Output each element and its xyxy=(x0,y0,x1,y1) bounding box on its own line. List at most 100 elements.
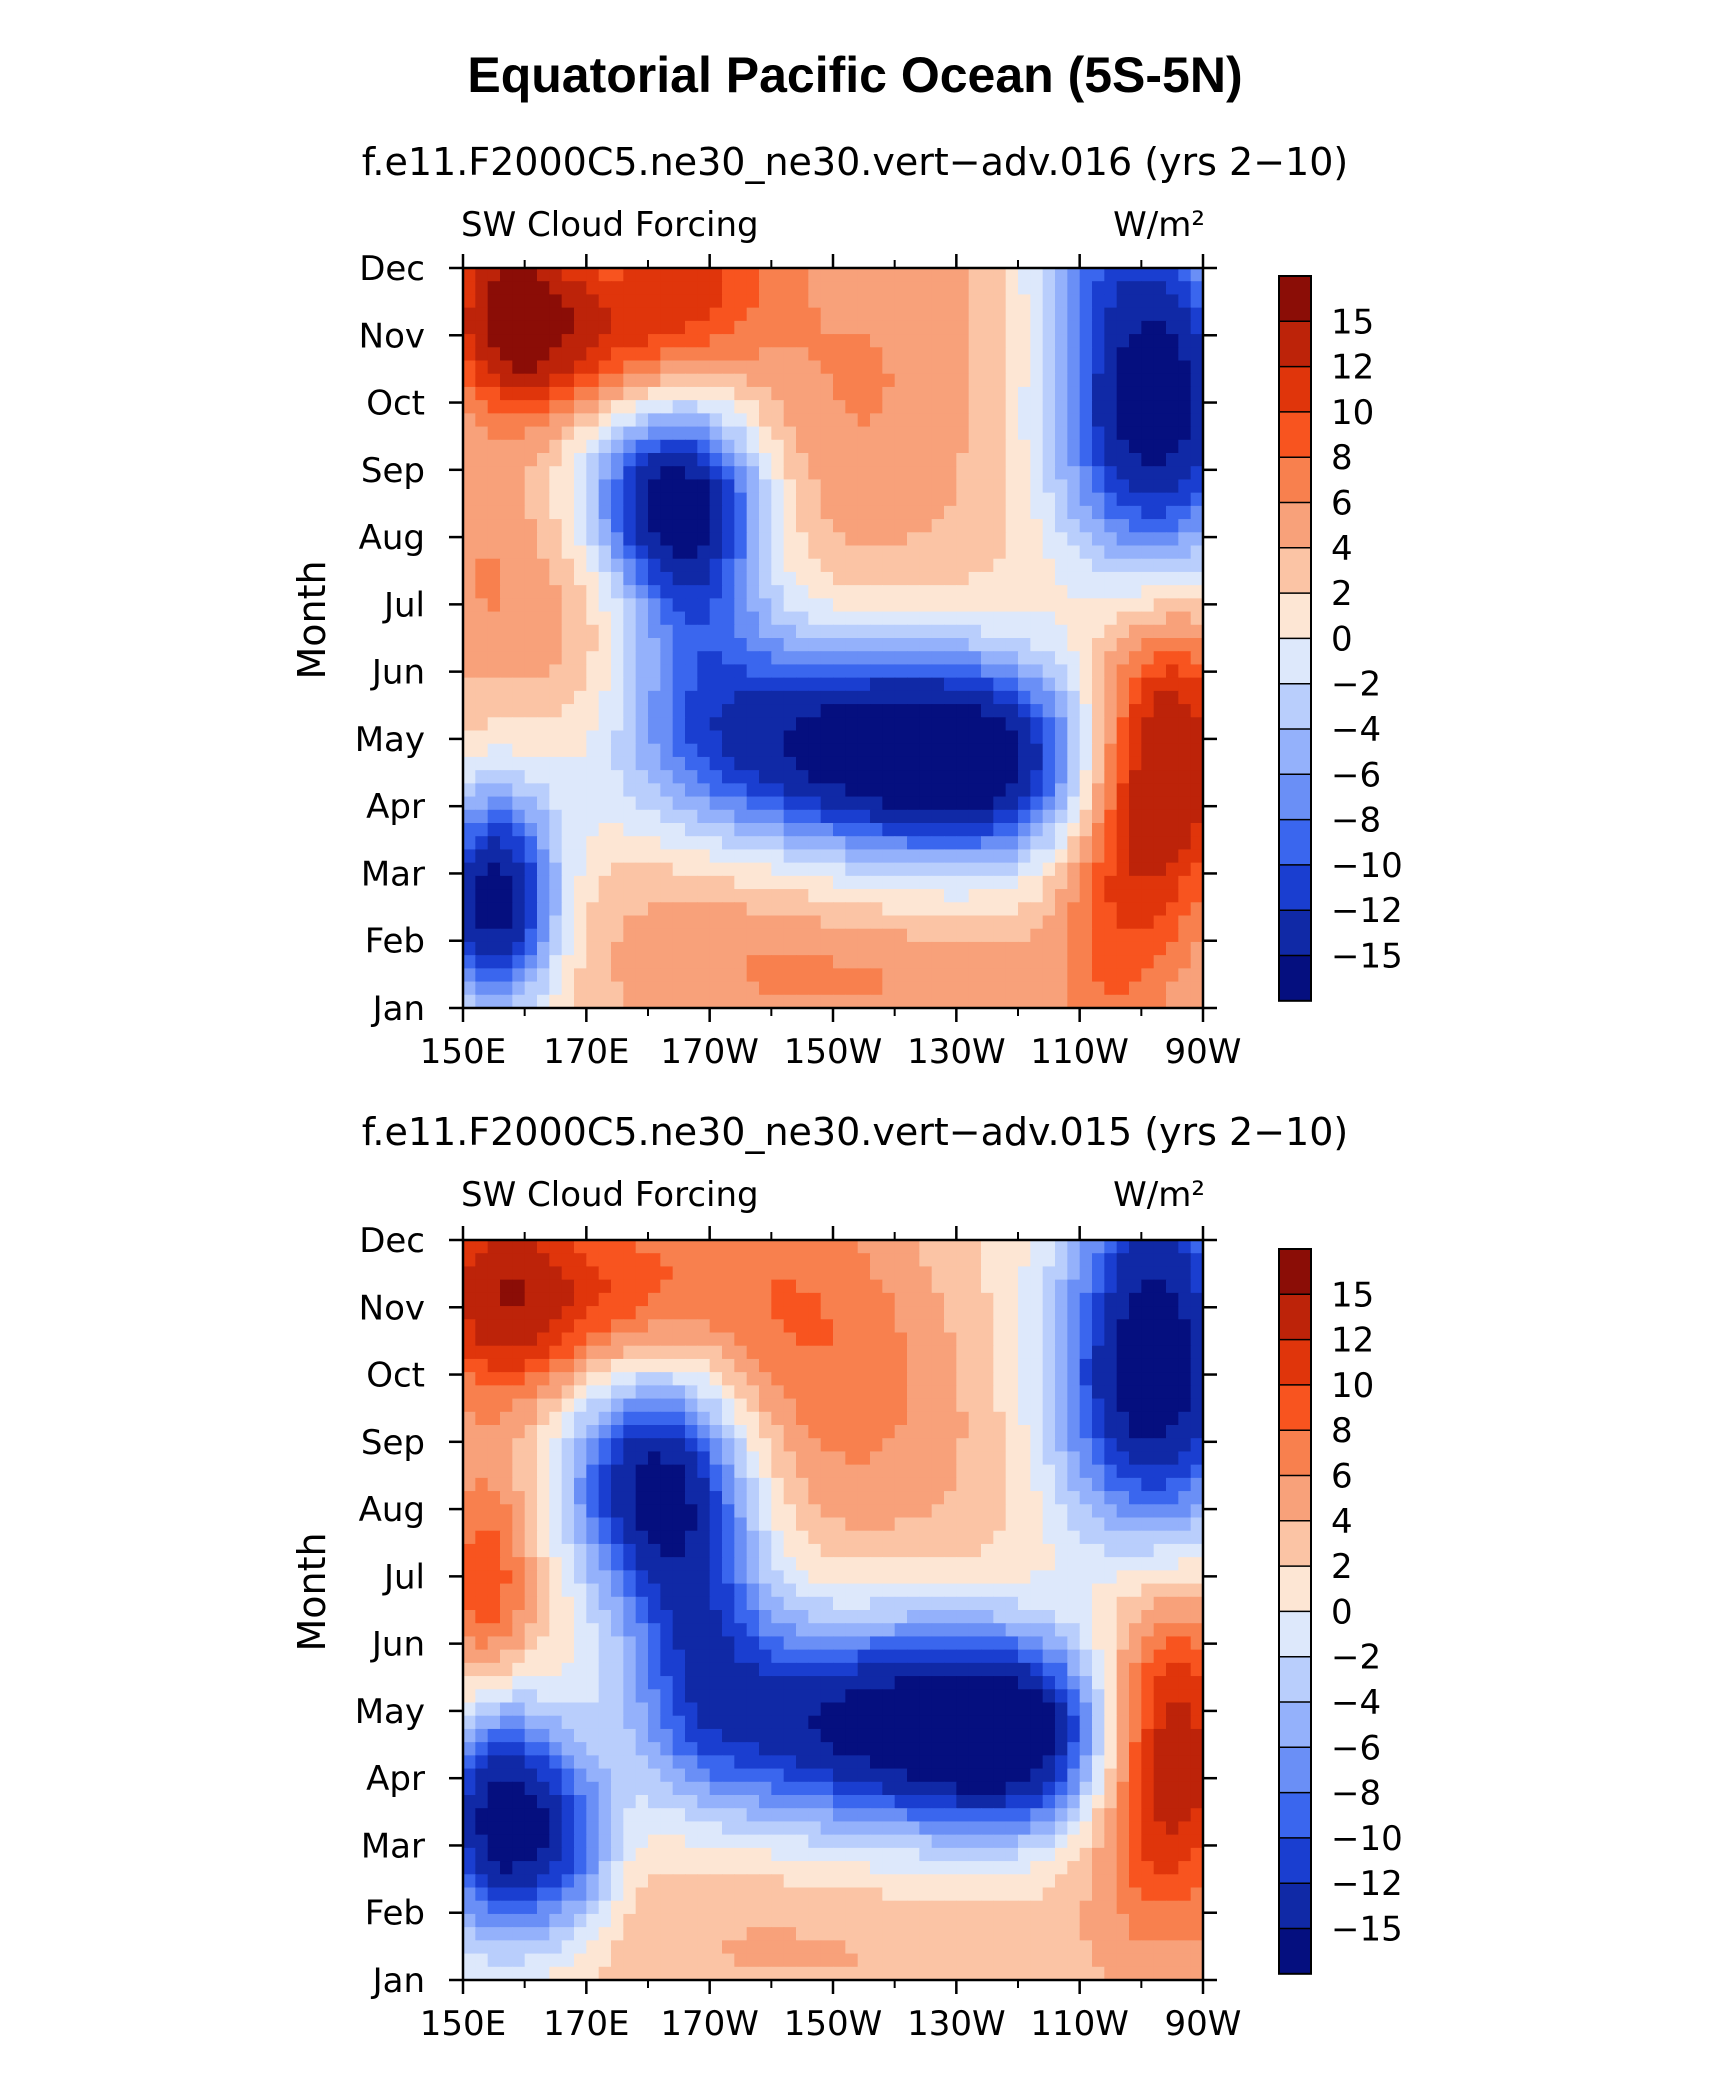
heatmap-cell xyxy=(1153,1279,1167,1294)
heatmap-cell xyxy=(993,611,1007,626)
heatmap-cell xyxy=(1153,558,1167,573)
heatmap-cell xyxy=(968,849,982,864)
heatmap-cell xyxy=(944,928,957,943)
heatmap-cell xyxy=(537,1279,550,1294)
heatmap-cell xyxy=(1116,320,1130,335)
heatmap-cell xyxy=(660,281,674,296)
heatmap-cell xyxy=(549,756,563,771)
heatmap-cell xyxy=(796,664,809,679)
heatmap-cell xyxy=(956,611,970,626)
heatmap-cell xyxy=(1030,1319,1044,1334)
heatmap-cell xyxy=(857,770,871,784)
heatmap-cell xyxy=(722,796,735,811)
heatmap-cell xyxy=(771,981,785,996)
heatmap-cell xyxy=(475,611,489,626)
heatmap-cell xyxy=(931,902,945,917)
heatmap-cell xyxy=(845,968,859,983)
heatmap-cell xyxy=(1055,1332,1068,1347)
heatmap-cell xyxy=(919,519,933,533)
heatmap-cell xyxy=(907,413,920,428)
heatmap-cell xyxy=(598,334,612,348)
heatmap-cell xyxy=(968,1411,982,1426)
heatmap-cell xyxy=(1005,1477,1019,1492)
heatmap-cell xyxy=(463,1385,476,1400)
heatmap-cell xyxy=(808,862,822,877)
heatmap-cell xyxy=(771,585,785,599)
heatmap-cell xyxy=(1005,611,1019,626)
heatmap-cell xyxy=(907,928,920,943)
heatmap-cell xyxy=(759,1253,772,1268)
heatmap-cell xyxy=(524,756,538,771)
heatmap-cell xyxy=(487,413,501,428)
heatmap-cell xyxy=(870,1358,883,1373)
heatmap-cell xyxy=(586,743,600,758)
heatmap-cell xyxy=(956,677,970,692)
heatmap-cell xyxy=(697,532,711,547)
heatmap-cell xyxy=(1141,519,1155,533)
heatmap-cell xyxy=(512,1477,526,1492)
heatmap-cell xyxy=(660,1372,674,1386)
heatmap-cell xyxy=(771,479,785,494)
heatmap-cell xyxy=(611,1292,624,1307)
heatmap-cell xyxy=(734,307,748,322)
heatmap-cell xyxy=(907,638,920,652)
heatmap-cell xyxy=(697,717,711,732)
heatmap-cell xyxy=(549,558,563,573)
heatmap-cell xyxy=(759,453,772,467)
heatmap-cell xyxy=(1166,347,1179,362)
heatmap-cell xyxy=(475,532,489,547)
heatmap-cell xyxy=(1030,545,1044,560)
heatmap-cell xyxy=(1030,783,1044,798)
heatmap-cell xyxy=(746,809,760,824)
heatmap-cell xyxy=(1116,875,1130,890)
heatmap-cell xyxy=(1079,770,1093,784)
heatmap-cell xyxy=(857,281,871,296)
heatmap-cell xyxy=(648,677,661,692)
heatmap-cell xyxy=(512,1240,526,1254)
heatmap-cell xyxy=(475,1398,489,1413)
heatmap-cell xyxy=(1116,558,1130,573)
heatmap-cell xyxy=(709,1504,723,1519)
heatmap-cell xyxy=(475,386,489,401)
heatmap-cell xyxy=(487,862,501,877)
heatmap-cell xyxy=(870,796,883,811)
heatmap-cell xyxy=(685,955,698,969)
heatmap-cell xyxy=(1092,426,1105,441)
heatmap-cell xyxy=(722,466,735,481)
heatmap-cell xyxy=(931,1385,945,1400)
heatmap-cell xyxy=(500,413,513,428)
heatmap-cell xyxy=(870,360,883,375)
heatmap-cell xyxy=(1018,994,1031,1009)
heatmap-cell xyxy=(549,360,563,375)
heatmap-cell xyxy=(1092,1425,1105,1439)
heatmap-cell xyxy=(968,823,982,837)
heatmap-cell xyxy=(845,1504,859,1519)
heatmap-cell xyxy=(537,730,550,745)
heatmap-cell xyxy=(487,347,501,362)
heatmap-cell xyxy=(1055,1557,1068,1571)
heatmap-cell xyxy=(598,1332,612,1347)
heatmap-cell xyxy=(524,730,538,745)
heatmap-cell xyxy=(1055,809,1068,824)
heatmap-cell xyxy=(685,598,698,613)
heatmap-cell xyxy=(1055,624,1068,639)
heatmap-cell xyxy=(1005,439,1019,454)
heatmap-cell xyxy=(981,611,994,626)
heatmap-cell xyxy=(833,875,846,890)
heatmap-cell xyxy=(1104,545,1118,560)
heatmap-cell xyxy=(857,1491,871,1505)
heatmap-cell xyxy=(672,902,686,917)
heatmap-cell xyxy=(709,558,723,573)
heatmap-cell xyxy=(919,770,933,784)
heatmap-cell xyxy=(796,915,809,930)
heatmap-cell xyxy=(635,1543,649,1558)
heatmap-cell xyxy=(685,519,698,533)
heatmap-cell xyxy=(1092,439,1105,454)
heatmap-cell xyxy=(968,1345,982,1360)
heatmap-cell xyxy=(968,505,982,520)
heatmap-cell xyxy=(907,281,920,296)
heatmap-cell xyxy=(1092,334,1105,348)
heatmap-cell xyxy=(1030,1398,1044,1413)
heatmap-cell xyxy=(709,1464,723,1479)
heatmap-cell xyxy=(981,770,994,784)
